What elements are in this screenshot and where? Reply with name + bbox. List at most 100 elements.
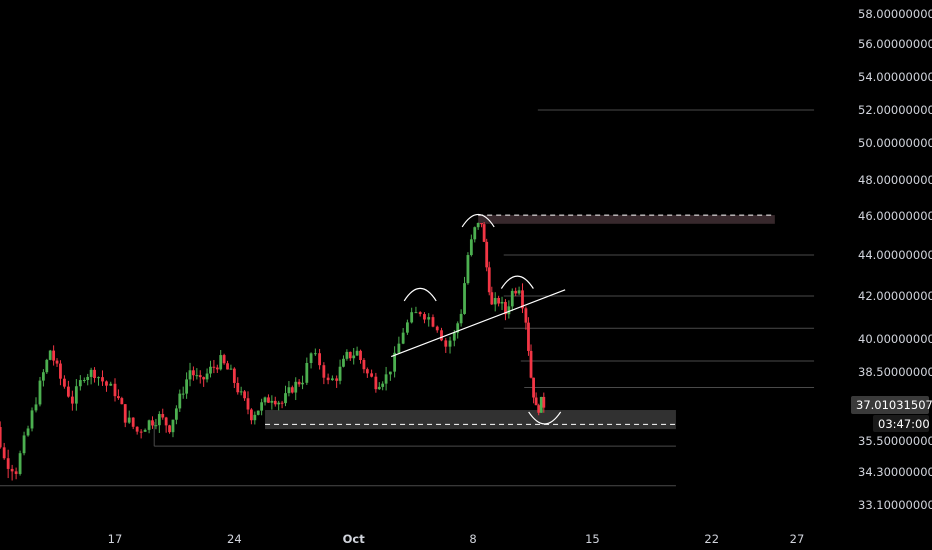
candle-body [487, 267, 491, 293]
last-price-badge [851, 396, 929, 414]
candle-body [287, 387, 291, 394]
candle-body [388, 371, 392, 375]
trendline [390, 289, 566, 358]
candle-body [260, 402, 264, 411]
time-tick-label: 17 [108, 532, 123, 546]
candle-body [243, 391, 246, 399]
candle-body [297, 381, 301, 385]
candle-body [105, 381, 108, 386]
price-tick-label: 38.50000000 [858, 365, 932, 379]
price-tick-label: 33.10000000 [858, 498, 932, 512]
candle-body [309, 353, 313, 363]
candle-body [239, 391, 243, 393]
candle-body [359, 350, 362, 360]
candle-body [273, 400, 277, 405]
candle-body [215, 367, 219, 370]
candle-body [480, 222, 483, 225]
candle-body [517, 290, 521, 294]
candle-body [313, 353, 317, 355]
candle-body [41, 372, 45, 381]
candle-body [55, 360, 59, 364]
candle-body [157, 414, 161, 426]
candle-body [397, 343, 401, 353]
candle-body [202, 377, 206, 380]
candle-body [256, 410, 260, 415]
price-tick-label: 48.00000000 [858, 173, 932, 187]
candle-body [524, 308, 528, 323]
candle-body [89, 369, 93, 377]
candle-body [410, 312, 414, 323]
candle-body [63, 378, 66, 387]
candle-body [188, 370, 192, 380]
candle-body [171, 419, 175, 433]
candle-body [123, 404, 127, 423]
candle-body [277, 402, 281, 405]
candle-body [226, 363, 229, 370]
candle-body [355, 350, 359, 356]
candle-body [120, 398, 124, 405]
candle-body [431, 317, 435, 327]
candle-body [127, 417, 131, 423]
candle-body [284, 393, 287, 404]
price-tick-label: 35.50000000 [858, 434, 932, 448]
candle-body [22, 435, 26, 454]
candle-body [161, 414, 165, 418]
candle-body [497, 298, 501, 304]
candle-body [192, 370, 195, 376]
candle-body [463, 283, 466, 314]
candle-body [205, 373, 209, 380]
candle-body [401, 332, 405, 344]
candle-body [504, 301, 507, 315]
candle-body [362, 359, 366, 370]
time-tick-label: 27 [790, 532, 805, 546]
candle-body [444, 340, 448, 347]
candle-body [527, 322, 530, 351]
candle-body [301, 382, 304, 385]
candle-body [164, 417, 168, 426]
candle-body [78, 380, 82, 387]
candle-body [195, 375, 199, 377]
resistance-zone [478, 215, 775, 224]
candle-body [280, 402, 284, 404]
candle-body [365, 369, 369, 374]
candle-body [476, 222, 480, 228]
candle-body [70, 396, 74, 404]
candle-body [485, 241, 489, 268]
price-tick-label: 44.00000000 [858, 248, 932, 262]
candle-body [270, 400, 274, 403]
candle-body [26, 428, 30, 436]
candle-body [469, 239, 473, 256]
price-tick-label: 52.00000000 [858, 103, 932, 117]
candle-body [174, 408, 178, 420]
candle-body [2, 447, 6, 459]
candle-body [117, 396, 120, 399]
candle-body [377, 386, 381, 390]
candle-body [48, 350, 52, 360]
candle-body [30, 410, 34, 429]
candle-body [370, 373, 374, 377]
candle-body [381, 383, 385, 387]
candle-body [448, 340, 452, 347]
candle-body [348, 351, 352, 359]
support-zone [265, 410, 676, 430]
candle-body [345, 351, 349, 359]
candle-body [38, 380, 42, 405]
candle-body [418, 312, 422, 315]
candle-body [66, 386, 70, 397]
candle-body [393, 352, 397, 372]
candle-body [423, 314, 426, 320]
candle-body [143, 429, 147, 432]
candle-body [74, 386, 78, 404]
candle-body [147, 420, 151, 430]
price-tick-label: 50.00000000 [858, 136, 932, 150]
candle-body [482, 224, 486, 242]
candle-body [326, 377, 330, 381]
price-tick-label: 34.30000000 [858, 465, 932, 479]
candle-body [514, 290, 518, 294]
candle-body [537, 405, 541, 413]
candle-body [507, 306, 511, 315]
time-tick-label: 15 [585, 532, 600, 546]
price-tick-label: 42.00000000 [858, 289, 932, 303]
